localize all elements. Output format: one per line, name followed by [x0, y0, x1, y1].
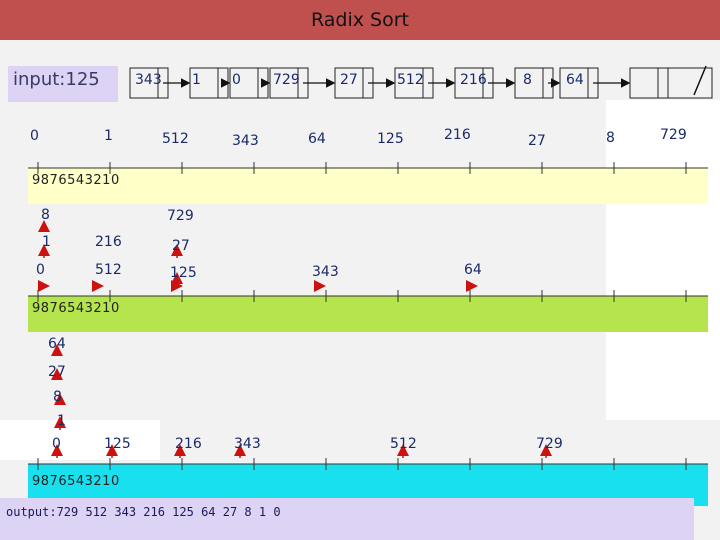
list-node-value: 64: [566, 72, 584, 88]
pass3-buckets: [28, 458, 708, 470]
pass3-value: 343: [234, 436, 261, 452]
pass1-digit-scale: 9876543210: [32, 173, 120, 188]
pass3-value: 8: [53, 389, 62, 405]
pass2-value: 0: [36, 262, 45, 278]
pass3-value: 27: [48, 364, 66, 380]
pass1-value: 27: [528, 133, 546, 149]
pass2-value: 125: [170, 265, 197, 281]
pass3-value: 1: [57, 413, 66, 429]
list-node-value: 512: [397, 72, 424, 88]
pass2-value: 343: [312, 264, 339, 280]
background-panel: [606, 100, 720, 420]
pass1-value: 729: [660, 127, 687, 143]
pass2-buckets: [28, 290, 708, 302]
output-box: [0, 498, 694, 540]
pass2-value: 1: [42, 234, 51, 250]
list-node: [514, 67, 554, 99]
pass3-value: 0: [52, 436, 61, 452]
pass3-value: 125: [104, 436, 131, 452]
pass3-value: 64: [48, 336, 66, 352]
pass2-value: 512: [95, 262, 122, 278]
list-tail-node: [667, 67, 713, 99]
title-bar: [0, 0, 720, 40]
list-node-value: 8: [523, 72, 532, 88]
pass3-value: 216: [175, 436, 202, 452]
pass1-bucket-band: [28, 168, 708, 204]
pass2-value: 8: [41, 207, 50, 223]
pass1-buckets: [28, 162, 708, 174]
list-node-value: 729: [273, 72, 300, 88]
pass2-digit-scale: 9876543210: [32, 301, 120, 316]
input-first-value: 125: [65, 69, 100, 90]
pass1-value: 343: [232, 133, 259, 149]
list-node: [629, 67, 669, 99]
pass1-value: 1: [104, 128, 113, 144]
pass1-value: 0: [30, 128, 39, 144]
bucket-arrows: [38, 220, 552, 458]
pass1-value: 64: [308, 131, 326, 147]
list-node-value: 1: [192, 72, 201, 88]
slide-title: Radix Sort: [311, 9, 409, 31]
null-pointer-mark: [693, 65, 707, 96]
pass2-value: 216: [95, 234, 122, 250]
input-label: input:125: [13, 69, 100, 90]
list-node-value: 343: [135, 72, 162, 88]
pass3-digit-scale: 9876543210: [32, 474, 120, 489]
output-values: 729 512 343 216 125 64 27 8 1 0: [56, 505, 281, 519]
pass1-value: 125: [377, 131, 404, 147]
pass2-value: 27: [172, 238, 190, 254]
background-patch: [0, 420, 160, 460]
pass2-value: 64: [464, 262, 482, 278]
list-node-value: 216: [460, 72, 487, 88]
pass2-bucket-band: [28, 296, 708, 332]
input-linked-list: [129, 65, 713, 99]
list-node-value: 0: [232, 72, 241, 88]
pass3-value: 729: [536, 436, 563, 452]
pass1-value: 512: [162, 131, 189, 147]
pass3-value: 512: [390, 436, 417, 452]
input-box: [8, 66, 118, 102]
list-node-value: 27: [340, 72, 358, 88]
pass1-value: 8: [606, 130, 615, 146]
pass1-value: 216: [444, 127, 471, 143]
pass2-value: 729: [167, 208, 194, 224]
output-label: output:729 512 343 216 125 64 27 8 1 0: [6, 505, 281, 519]
